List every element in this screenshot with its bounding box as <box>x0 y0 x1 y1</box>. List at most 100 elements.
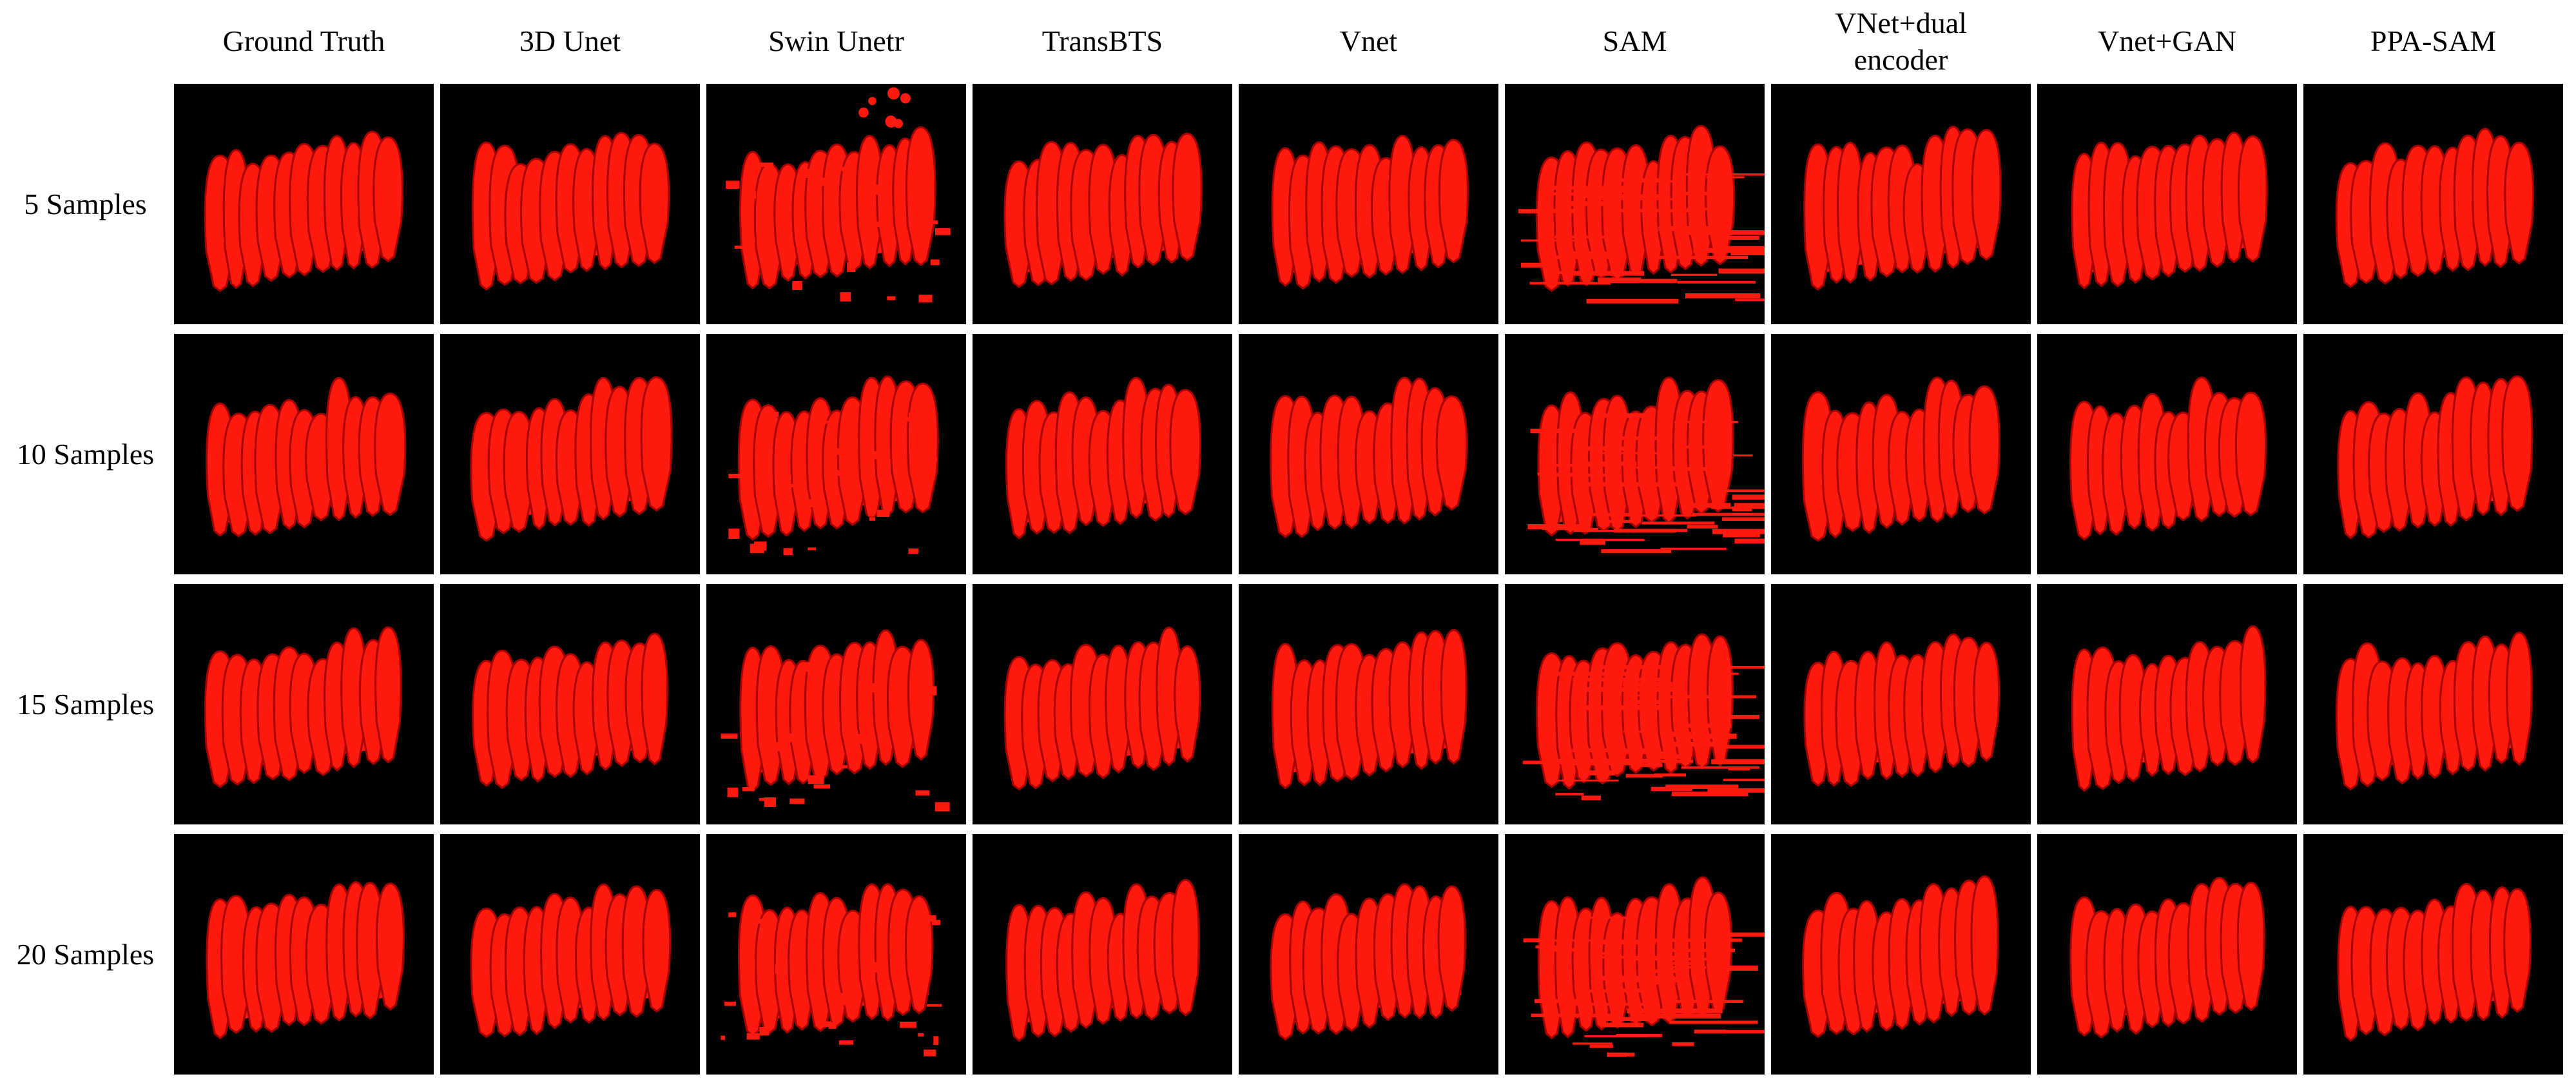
segmentation-render <box>1003 132 1203 288</box>
teeth-render <box>1527 376 1765 554</box>
segmentation-render <box>2071 131 2268 290</box>
result-image <box>1239 584 1498 824</box>
teeth-render <box>470 376 673 542</box>
segmentation-render <box>206 881 405 1040</box>
segmentation-render <box>471 131 670 291</box>
teeth-render <box>1271 135 1469 290</box>
teeth-render <box>1801 376 2000 542</box>
segmentation-render <box>1803 633 2000 787</box>
teeth-render <box>1518 124 1765 304</box>
result-image <box>1239 834 1498 1075</box>
teeth-render <box>1803 633 2000 787</box>
teeth-render <box>206 881 405 1040</box>
result-image <box>2303 834 2563 1075</box>
result-image <box>174 584 434 824</box>
row-label-3: 15 Samples <box>16 688 155 721</box>
result-image <box>1771 584 2031 824</box>
column-header-9: PPA-SAM <box>2370 24 2497 58</box>
segmentation-render <box>1802 875 1999 1038</box>
teeth-render <box>1003 132 1203 288</box>
column-header-7: VNet+dual encoder <box>1835 6 1967 77</box>
result-image <box>2303 334 2563 574</box>
segmentation-render <box>2071 625 2267 792</box>
row-label-4: 20 Samples <box>16 938 155 971</box>
segmentation-render <box>2337 375 2533 540</box>
result-image <box>440 84 700 324</box>
column-header-2: 3D Unet <box>519 24 621 58</box>
result-image <box>973 84 1232 324</box>
result-image <box>2303 84 2563 324</box>
segmentation-render <box>206 376 407 538</box>
segmentation-render <box>2336 631 2533 791</box>
segmentation-render <box>2337 882 2532 1042</box>
result-image <box>1505 334 1765 574</box>
teeth-render <box>2337 375 2533 540</box>
column-header-3: Swin Unetr <box>768 24 904 58</box>
segmentation-render <box>1005 376 1201 540</box>
row-label-2: 10 Samples <box>16 438 155 471</box>
result-image <box>440 584 700 824</box>
teeth-render <box>1802 875 1999 1038</box>
result-image <box>174 334 434 574</box>
column-header-1: Ground Truth <box>222 24 385 58</box>
segmentation-render <box>2069 877 2265 1038</box>
segmentation-render <box>1270 376 1468 538</box>
teeth-render <box>2069 376 2267 541</box>
teeth-render <box>1003 627 1201 791</box>
segmentation-render <box>1003 627 1201 791</box>
teeth-render <box>2337 882 2532 1042</box>
result-image <box>440 334 700 574</box>
result-image <box>2037 834 2297 1075</box>
teeth-render <box>2071 131 2268 290</box>
result-image <box>706 584 966 824</box>
result-image <box>1771 334 2031 574</box>
column-header-6: SAM <box>1602 24 1667 58</box>
teeth-render <box>728 375 939 555</box>
row-label-1: 5 Samples <box>24 188 147 220</box>
result-image <box>1239 334 1498 574</box>
segmentation-render <box>204 626 402 788</box>
result-image <box>1505 584 1765 824</box>
teeth-render <box>1803 126 2002 291</box>
segmentation-render <box>470 883 672 1038</box>
teeth-render <box>2335 128 2534 288</box>
result-image <box>2303 584 2563 824</box>
segmentation-render <box>726 87 951 302</box>
teeth-render <box>1522 633 1765 801</box>
teeth-render <box>2336 631 2533 791</box>
teeth-render <box>472 632 668 790</box>
column-header-8: Vnet+GAN <box>2097 24 2237 58</box>
result-image <box>174 834 434 1075</box>
result-image <box>706 334 966 574</box>
teeth-render <box>1270 883 1466 1041</box>
teeth-render <box>726 87 951 302</box>
segmentation-render <box>1005 879 1200 1042</box>
segmentation-render <box>204 130 403 292</box>
teeth-render <box>2069 877 2265 1038</box>
result-image <box>1505 834 1765 1075</box>
segmentation-render <box>1801 376 2000 542</box>
result-image <box>706 834 966 1075</box>
teeth-render <box>1005 879 1200 1042</box>
result-image <box>2037 584 2297 824</box>
result-image <box>1505 84 1765 324</box>
teeth-render <box>1271 628 1467 790</box>
segmentation-render <box>2069 376 2267 541</box>
result-image <box>1771 84 2031 324</box>
segmentation-render <box>721 883 942 1056</box>
teeth-render <box>1005 376 1201 540</box>
result-image <box>440 834 700 1075</box>
segmentation-render <box>728 375 939 555</box>
segmentation-render <box>1522 633 1765 801</box>
result-image <box>706 84 966 324</box>
teeth-render <box>471 131 670 291</box>
segmentation-render <box>721 629 950 812</box>
teeth-render <box>206 376 407 538</box>
segmentation-render <box>2335 128 2534 288</box>
teeth-render <box>1523 876 1765 1057</box>
result-image <box>973 584 1232 824</box>
result-image <box>2037 334 2297 574</box>
result-image <box>1239 84 1498 324</box>
segmentation-render <box>1518 124 1765 304</box>
teeth-render <box>721 629 950 812</box>
